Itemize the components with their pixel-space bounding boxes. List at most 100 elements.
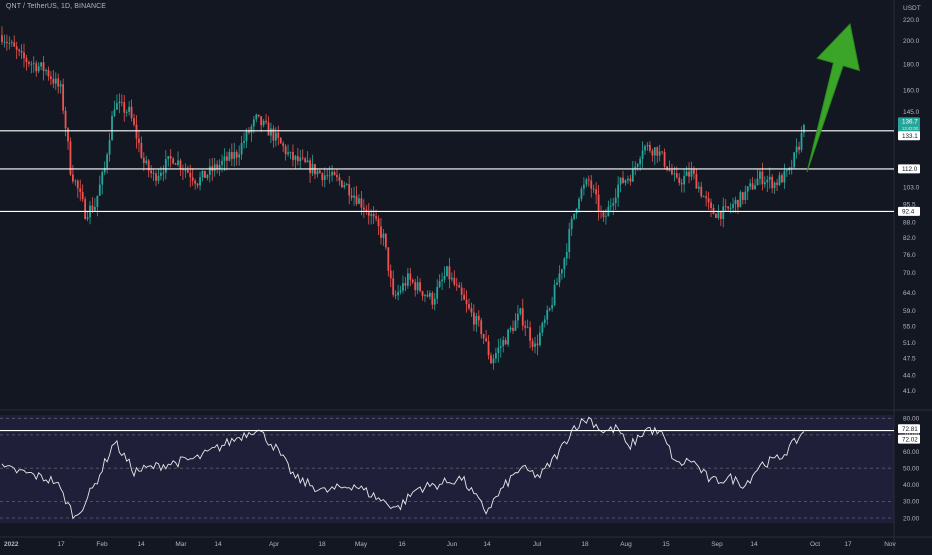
price-tick-label: 44.0 <box>903 373 916 380</box>
candle-body <box>756 178 759 186</box>
candle-body <box>617 184 620 198</box>
candle-body <box>631 168 634 182</box>
candle-body <box>1 35 3 43</box>
candle-body <box>216 164 219 169</box>
candle-body <box>267 122 270 136</box>
candle-body <box>609 205 612 207</box>
time-axis[interactable]: 2022 17 Feb 14 Mar 14 Apr 18 May 16 Jun 14 Jul 18 Aug 1… <box>4 541 897 548</box>
candle-body <box>732 204 734 208</box>
candle-body <box>680 182 683 185</box>
candle-body <box>113 109 116 116</box>
candle-body <box>524 325 527 328</box>
candle-body <box>658 151 661 156</box>
price-axis[interactable]: USDT 220.0 200.0 180.0 160.0 145.0 103.0 95.5 88… <box>903 5 921 395</box>
candle-body <box>18 49 21 52</box>
candle-body <box>612 203 615 206</box>
arrow-annotation[interactable] <box>806 22 861 173</box>
candle-body <box>644 146 646 151</box>
candle-body <box>475 315 478 325</box>
candle-body <box>103 168 106 173</box>
candle-body <box>164 159 167 173</box>
candle-body <box>673 173 676 175</box>
time-tick-label: 14 <box>750 541 758 548</box>
candle-body <box>370 214 373 216</box>
candle-body <box>86 217 89 219</box>
candle-body <box>333 171 336 176</box>
candle-body <box>614 197 617 204</box>
candle-body <box>301 157 304 159</box>
candle-body <box>3 41 6 43</box>
candle-body <box>345 184 348 186</box>
candle-body <box>32 63 35 65</box>
candle-body <box>580 188 583 200</box>
candle-body <box>734 199 737 205</box>
candle-body <box>245 131 248 142</box>
candle-body <box>196 183 199 186</box>
candle-body <box>397 292 399 296</box>
candle-body <box>783 170 786 183</box>
price-tick-label: 88.0 <box>903 220 916 227</box>
symbol-title: QNT / TetherUS, 1D, BINANCE <box>6 3 107 10</box>
candle-body <box>563 258 566 270</box>
candle-body <box>248 131 250 133</box>
level-lines <box>0 130 894 212</box>
candle-body <box>201 170 204 178</box>
candle-body <box>773 182 776 189</box>
candle-body <box>558 273 561 283</box>
candle-body <box>565 252 568 259</box>
candle-body <box>191 177 194 181</box>
candle-body <box>45 70 47 72</box>
candle-body <box>433 298 436 305</box>
candle-body <box>279 137 282 144</box>
time-tick-label: Sep <box>711 541 723 548</box>
candle-body <box>257 114 260 117</box>
candle-body <box>561 269 563 274</box>
candle-body <box>265 120 267 123</box>
candle-body <box>715 214 717 218</box>
candle-body <box>785 170 788 171</box>
candle-body <box>411 279 414 283</box>
time-tick-label: 15 <box>662 541 670 548</box>
candle-body <box>605 216 607 218</box>
rsi-tick-label: 40.00 <box>903 482 920 489</box>
candle-body <box>693 169 695 174</box>
candle-body <box>380 226 382 238</box>
candle-body <box>321 173 324 181</box>
candle-body <box>800 132 803 150</box>
candle-body <box>138 138 140 143</box>
price-tick-label: 95.5 <box>903 201 916 208</box>
candle-body <box>25 58 28 63</box>
candle-body <box>705 196 708 199</box>
candle-body <box>741 192 744 200</box>
up-arrow-icon[interactable] <box>806 22 861 173</box>
time-tick-label: Jul <box>533 541 542 548</box>
candle-body <box>94 206 96 211</box>
candle-body <box>463 294 465 300</box>
candle-body <box>157 175 160 181</box>
candle-body <box>28 62 30 64</box>
candle-body <box>497 347 500 354</box>
candle-body <box>754 185 756 190</box>
candle-body <box>688 171 690 177</box>
candle-body <box>76 180 79 189</box>
price-tick-label: 180.0 <box>903 61 920 68</box>
candle-body <box>336 175 338 178</box>
candle-body <box>441 279 443 281</box>
candle-body <box>128 106 131 112</box>
candle-body <box>553 284 556 305</box>
candle-body <box>294 155 297 160</box>
candle-body <box>20 51 23 53</box>
candle-body <box>592 188 595 190</box>
candle-body <box>573 213 576 219</box>
candle-body <box>583 184 585 189</box>
candle-body <box>50 76 52 79</box>
candle-body <box>299 157 302 162</box>
rsi-value-a-text: 72.81 <box>902 426 918 433</box>
candle-body <box>235 152 238 158</box>
candle-body <box>172 158 175 164</box>
candle-body <box>602 211 605 218</box>
candle-body <box>255 114 258 120</box>
candle-body <box>292 152 294 160</box>
